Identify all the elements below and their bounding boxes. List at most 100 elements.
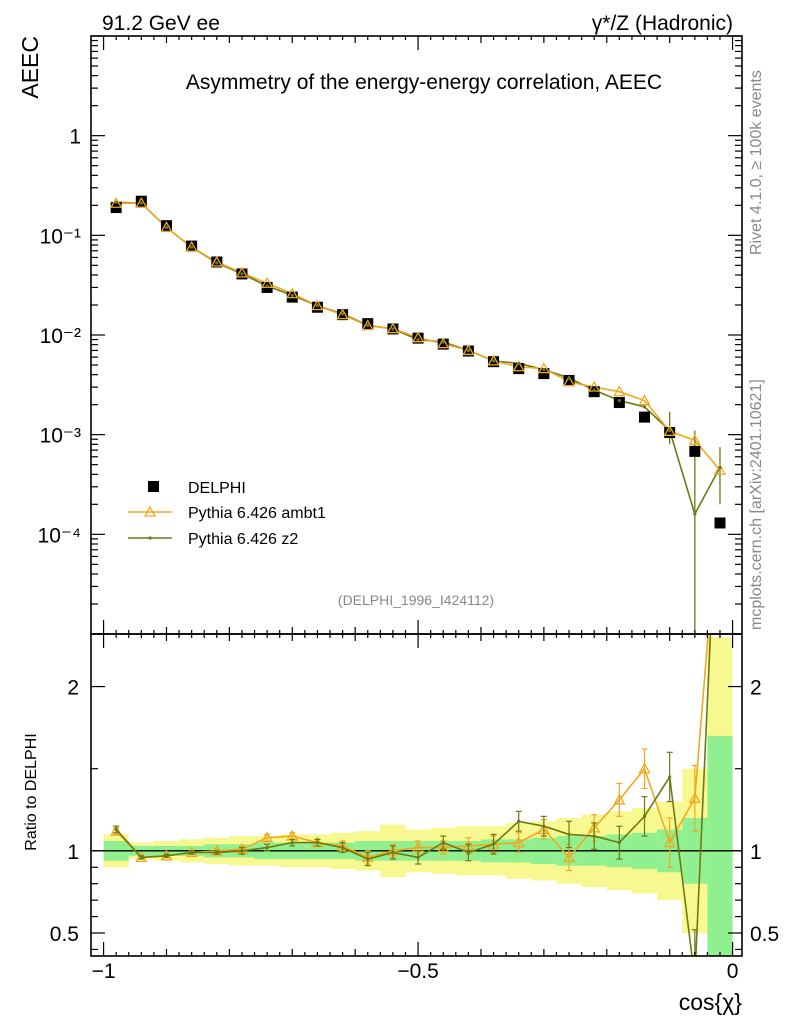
ratio-xtick-label: 0 <box>727 960 739 983</box>
z2-point <box>164 225 169 230</box>
main-ylabel: AEEC <box>17 36 43 99</box>
main-ytick-label: 10⁻¹ <box>40 225 81 248</box>
ambt1-ratio-point <box>261 831 274 843</box>
main-panel: Asymmetry of the energy-energy correlati… <box>17 35 743 635</box>
ambt1-point <box>663 424 676 436</box>
z2-point <box>491 359 496 363</box>
z2-point <box>466 348 470 353</box>
ambt1-ratio-point <box>663 836 676 848</box>
z2-ratio-point <box>114 827 118 832</box>
uncertainty-band-inner <box>707 735 733 956</box>
z2-point <box>592 388 596 392</box>
legend: DELPHI Pythia 6.426 ambt1 Pythia 6.426 z… <box>128 480 326 548</box>
z2-ratio-point <box>265 845 269 850</box>
ambt1-point <box>286 287 299 299</box>
ratio-frame <box>90 633 743 957</box>
ambt1-point <box>512 360 525 372</box>
main-title: Asymmetry of the energy-energy correlati… <box>186 71 662 94</box>
ratio-xtick-label: −0.5 <box>397 960 438 983</box>
z2-ratio-point <box>466 850 470 855</box>
z2-ratio-point <box>617 841 621 845</box>
z2-point <box>366 323 370 327</box>
header-left: 91.2 GeV ee <box>102 12 220 35</box>
z2-point <box>139 201 143 205</box>
main-ytick-label: 10⁻⁴ <box>38 524 81 547</box>
ambt1-point <box>713 463 727 475</box>
z2-point <box>693 512 697 516</box>
main-ytick-label: 1 <box>69 126 81 149</box>
z2-ratio-point <box>542 824 546 828</box>
delphi-point <box>664 427 676 439</box>
z2-ratio-point <box>190 850 194 855</box>
legend-marker-z2 <box>148 536 152 540</box>
z2-series-line <box>116 201 721 517</box>
delphi-point <box>513 363 525 375</box>
z2-ratio-point <box>567 832 571 837</box>
z2-ratio-point <box>592 834 596 838</box>
z2-point <box>617 398 621 403</box>
legend-marker-delphi <box>148 481 159 492</box>
z2-point <box>391 327 395 331</box>
ratio-series-group <box>91 422 742 956</box>
ambt1-point <box>411 331 425 343</box>
analysis-tag: (DELPHI_1996_I424112) <box>338 592 494 608</box>
z2-ratio-point <box>668 775 672 779</box>
delphi-point <box>135 195 147 207</box>
legend-marker-ambt1 <box>143 505 157 517</box>
z2-point <box>290 293 294 297</box>
ambt1-point <box>386 322 400 334</box>
ambt1-point <box>638 394 651 406</box>
ambt1-point <box>160 221 173 233</box>
z2-ratio-point <box>718 422 721 425</box>
ratio-ytick-label-left: 1 <box>67 841 79 864</box>
z2-point <box>215 261 219 265</box>
ambt1-point <box>235 266 249 278</box>
delphi-point <box>362 318 374 330</box>
z2-ratio-point <box>366 857 370 861</box>
z2-point <box>315 304 320 308</box>
legend-label-delphi: DELPHI <box>188 480 246 497</box>
delphi-point <box>563 374 575 386</box>
ambt1-ratio-point <box>437 841 450 853</box>
legend-label-ambt1: Pythia 6.426 ambt1 <box>188 505 326 522</box>
legend-label-z2: Pythia 6.426 z2 <box>188 531 298 548</box>
ambt1-ratio-point <box>512 836 525 848</box>
mcplots-label: mcplots.cern.ch [arXiv:2401.10621] <box>748 379 765 630</box>
z2-point <box>567 376 571 380</box>
header-right: γ*/Z (Hadronic) <box>592 12 733 35</box>
delphi-point <box>689 445 701 457</box>
z2-ratio-point <box>340 845 345 850</box>
z2-point <box>240 272 244 276</box>
z2-point <box>718 465 722 469</box>
delphi-point <box>639 411 651 423</box>
ambt1-point <box>336 308 349 320</box>
delphi-point <box>160 220 172 232</box>
ambt1-point <box>613 385 626 397</box>
ratio-ytick-labels: 0.5 0.5 1 1 2 2 <box>50 677 779 946</box>
z2-ratio-point <box>416 855 420 860</box>
z2-ratio-point <box>215 850 219 855</box>
z2-ratio-point <box>164 854 169 858</box>
z2-ratio-point <box>441 841 445 845</box>
z2-point <box>190 245 194 249</box>
z2-point <box>340 312 345 316</box>
ambt1-point <box>135 196 148 208</box>
main-plot-area <box>90 35 743 635</box>
z2-point <box>265 284 269 288</box>
ratio-xlabel: cos{χ} <box>679 989 743 1015</box>
ratio-panel: Ratio to DELPHI cos{χ} 0.5 0.5 1 1 2 2 −1 −0.5… <box>23 422 779 1015</box>
z2-point <box>642 405 647 409</box>
ambt1-point <box>462 344 475 356</box>
ambt1-ratio-point <box>613 793 626 805</box>
ratio-plot-area <box>90 422 743 957</box>
ambt1-point <box>562 375 576 387</box>
z2-ratio-point <box>290 841 294 845</box>
z2-point <box>668 428 672 433</box>
ambt1-point <box>537 362 550 374</box>
ratio-ytick-label-right: 1 <box>750 841 762 864</box>
ratio-ytick-label-right: 0.5 <box>750 923 779 946</box>
ratio-xtick-labels: −1 −0.5 0 <box>92 960 739 983</box>
z2-ratio-point <box>240 849 244 853</box>
delphi-point <box>613 397 625 409</box>
ambt1-point <box>688 433 701 445</box>
